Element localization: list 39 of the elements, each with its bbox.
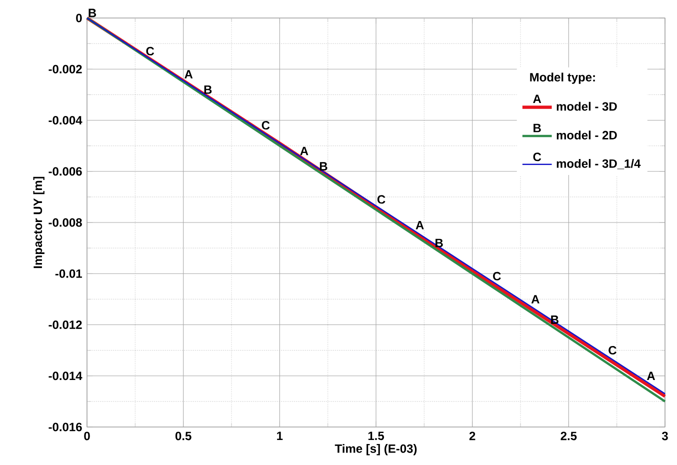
annotation: C [608,346,616,354]
y-tick-label: -0.014 [48,372,82,380]
annotation: A [531,295,540,304]
x-axis-title: Time [s] (E-03) [334,444,417,456]
y-tick-label: -0.004 [48,116,82,125]
legend-label: model - 2D [556,130,617,140]
text: A [533,94,542,103]
x-tick-label: 1.5 [368,432,384,440]
annotation: A [184,70,193,78]
annotation: A [300,146,308,156]
y-tick-label: -0.002 [48,64,82,74]
text: C [533,152,542,162]
annotation: B [320,162,328,170]
annotation: A [416,220,424,230]
y-tick-label: -0.006 [48,167,82,176]
annotation: B [88,8,96,18]
annotation: A [646,372,656,380]
x-tick-label: 2.5 [560,432,577,440]
y-tick-label: -0.008 [48,218,82,227]
y-tick-label: -0.01 [55,269,82,278]
x-tick-label: 2 [469,432,476,440]
legend-label: model - 3D_1/4 [556,159,641,170]
y-axis-title: Impactor UY [m] [33,176,44,268]
text: B [534,124,541,132]
x-tick-label: 3 [662,432,668,440]
y-tick-label: -0.016 [48,422,82,432]
annotation: C [377,195,386,204]
legend-title: Model type: [530,72,595,84]
annotation: B [204,85,212,94]
y-tick-label: -0.012 [48,320,82,330]
annotation: C [262,121,270,130]
annotation: C [146,46,154,56]
annotation: C [493,272,501,280]
y-tick-label: 0 [76,14,82,22]
x-tick-label: 0 [84,432,90,440]
x-tick-label: 1 [277,432,283,440]
x-tick-label: 0.5 [175,432,192,440]
annotation: B [436,238,443,248]
legend-label: model - 3D [556,102,617,111]
